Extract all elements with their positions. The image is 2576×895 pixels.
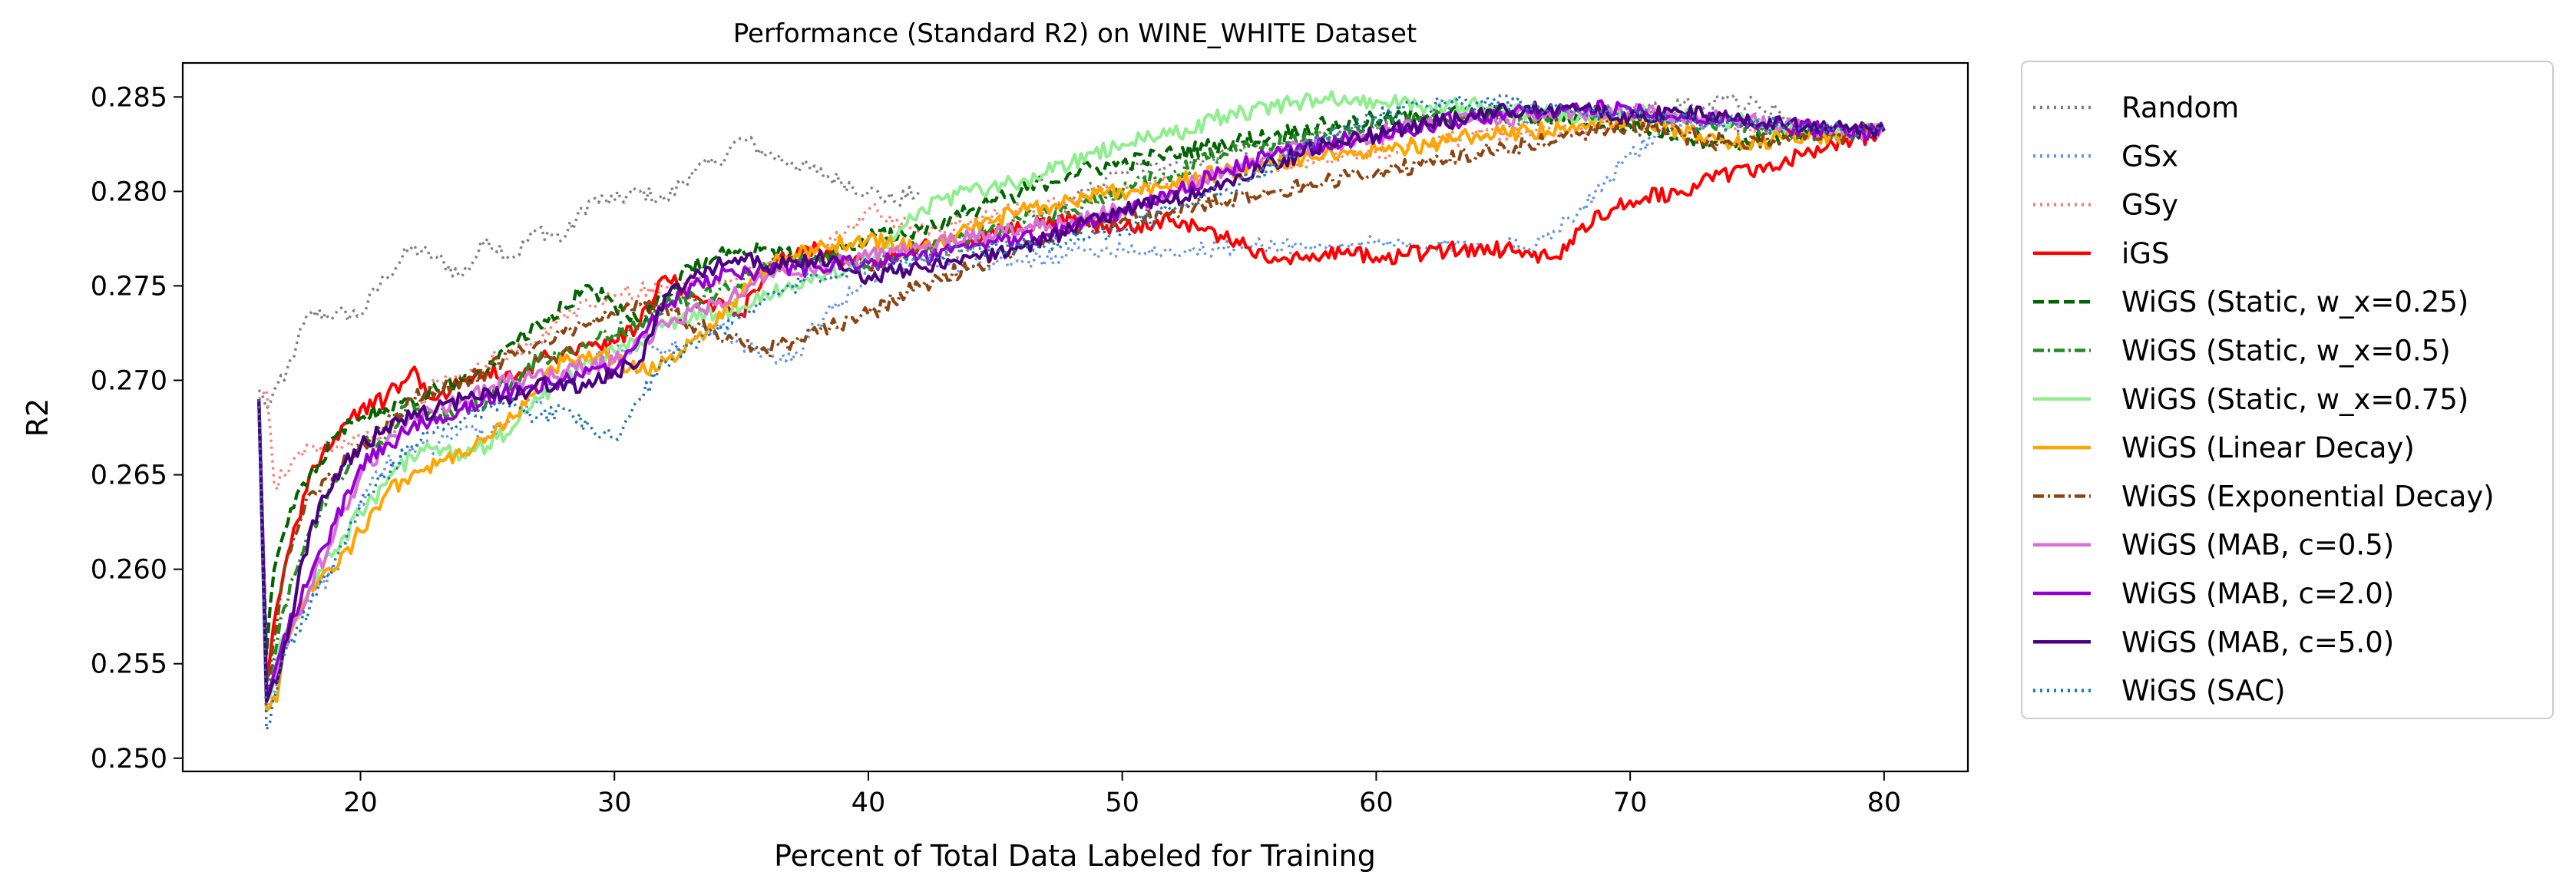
legend-label: WiGS (SAC) — [2121, 675, 2286, 708]
x-tick-label: 30 — [597, 788, 632, 818]
x-tick-label: 80 — [1867, 788, 1902, 818]
legend: Random GSx GSy iGS WiGS (Static, w_x=0.25) Wi… — [2021, 61, 2554, 719]
series-line-13 — [257, 94, 1886, 732]
legend-label: WiGS (MAB, c=5.0) — [2121, 626, 2394, 659]
legend-frame — [2021, 61, 2554, 719]
x-axis-label: Percent of Total Data Labeled for Traini… — [774, 839, 1376, 873]
y-axis-label: R2 — [21, 398, 55, 438]
y-tick-label: 0.275 — [91, 271, 167, 302]
series-line-5 — [257, 104, 1885, 656]
legend-label: WiGS (Static, w_x=0.75) — [2121, 383, 2469, 416]
series-line-4 — [257, 127, 1886, 685]
series-line-3 — [257, 108, 1886, 491]
x-tick-label: 70 — [1613, 788, 1648, 818]
x-tick-label: 50 — [1105, 788, 1139, 818]
series-line-12 — [257, 101, 1886, 703]
legend-label: WiGS (Exponential Decay) — [2121, 480, 2495, 513]
x-tick-label: 20 — [343, 788, 378, 818]
series-line-0 — [257, 135, 921, 411]
y-tick-label: 0.250 — [91, 744, 167, 774]
series-line-6 — [257, 103, 1886, 694]
series-layer — [257, 90, 1886, 732]
chart-title: Performance (Standard R2) on WINE_WHITE … — [733, 18, 1417, 49]
legend-label: Random — [2121, 91, 2239, 124]
y-tick-label: 0.255 — [91, 649, 167, 680]
x-tick-label: 60 — [1359, 788, 1394, 818]
legend-label: GSy — [2121, 189, 2178, 222]
plot-frame — [181, 61, 1969, 773]
y-axis: 0.250 0.255 0.260 0.265 0.270 0.275 0.280 0.285 — [91, 82, 183, 774]
y-tick-label: 0.265 — [91, 461, 167, 491]
y-tick-label: 0.280 — [91, 177, 167, 207]
series-line-1 — [918, 94, 1885, 268]
y-tick-label: 0.285 — [91, 82, 167, 113]
legend-label: WiGS (Static, w_x=0.5) — [2121, 335, 2451, 368]
x-axis: 20 30 40 50 60 70 80 — [343, 771, 1901, 818]
x-tick-label: 40 — [852, 788, 886, 818]
legend-label: GSx — [2121, 140, 2178, 173]
legend-label: WiGS (MAB, c=0.5) — [2121, 529, 2394, 562]
y-tick-label: 0.260 — [91, 555, 167, 586]
legend-label: WiGS (Static, w_x=0.25) — [2121, 286, 2469, 319]
legend-label: WiGS (Linear Decay) — [2121, 431, 2415, 464]
legend-label: WiGS (MAB, c=2.0) — [2121, 577, 2394, 610]
legend-label: iGS — [2121, 237, 2169, 270]
series-line-11 — [257, 99, 1886, 694]
y-tick-label: 0.270 — [91, 366, 167, 397]
